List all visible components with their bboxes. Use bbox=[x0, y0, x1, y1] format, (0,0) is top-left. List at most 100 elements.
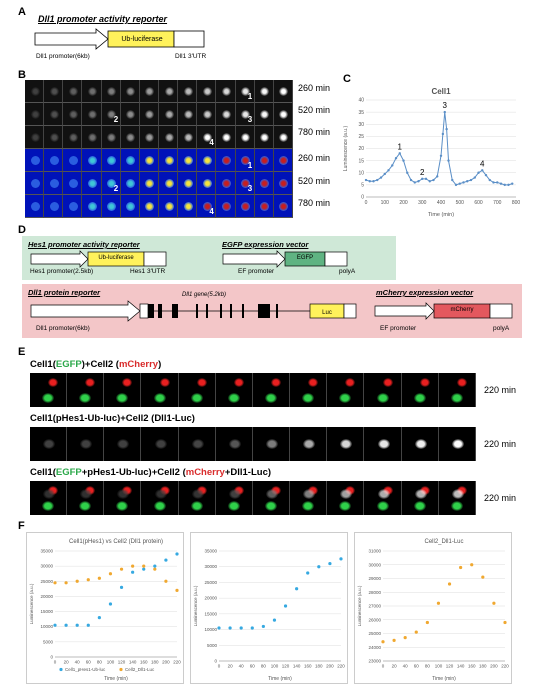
luminescence-cell bbox=[303, 489, 316, 499]
cell1-point bbox=[484, 173, 488, 177]
chart-f2: 0 5000 10000 15000 20000 25000 30000 35000 0 20 40… bbox=[193, 549, 345, 683]
cell-signal bbox=[221, 178, 231, 188]
image-tile bbox=[273, 126, 293, 149]
cell-signal bbox=[164, 155, 174, 165]
y-tick-label: 30000 bbox=[368, 562, 381, 567]
bioluminescence-image-grid: 1 2 3 4 1 2 3 4 bbox=[25, 80, 293, 218]
image-tile bbox=[197, 103, 217, 126]
cell1-point bbox=[376, 178, 379, 182]
egfp-cell bbox=[265, 393, 277, 403]
cell-signal bbox=[221, 109, 231, 119]
luminescence-cell bbox=[228, 439, 241, 449]
cell-signal bbox=[279, 201, 289, 211]
series-point bbox=[142, 564, 146, 568]
cell-signal bbox=[68, 155, 78, 165]
time-frame bbox=[438, 481, 476, 515]
y-tick-label: 15 bbox=[358, 158, 364, 164]
cell-signal bbox=[126, 132, 136, 142]
x-tick-label: 0 bbox=[365, 200, 368, 206]
image-tile bbox=[254, 126, 274, 149]
image-tile bbox=[25, 103, 45, 126]
series-point bbox=[164, 558, 168, 562]
luminescence-cell bbox=[228, 489, 241, 499]
y-tick-label: 15000 bbox=[204, 611, 217, 616]
time-frame bbox=[141, 373, 179, 407]
y-tick-label: 25 bbox=[358, 134, 364, 140]
image-tile bbox=[44, 126, 64, 149]
chart-title: Cell2_Dll1-Luc bbox=[424, 539, 463, 545]
x-tick-label: 500 bbox=[456, 200, 465, 206]
time-frame bbox=[30, 481, 68, 515]
image-tile bbox=[235, 149, 255, 172]
egfp-gene-label: EGFP bbox=[296, 255, 314, 261]
y-tick-label: 5000 bbox=[207, 643, 218, 648]
x-tick-label: 160 bbox=[140, 660, 148, 665]
x-tick-label: 120 bbox=[282, 664, 290, 669]
x-tick-label: 600 bbox=[474, 200, 483, 206]
time-frame bbox=[253, 427, 291, 461]
cell-signal bbox=[87, 132, 97, 142]
cell1-point bbox=[477, 171, 480, 174]
x-axis-label: Time (min) bbox=[432, 676, 456, 682]
series-point bbox=[131, 564, 135, 568]
cell1-point bbox=[391, 164, 394, 167]
cell-signal bbox=[241, 155, 251, 165]
panel-label-f: F bbox=[18, 520, 25, 532]
time-frame bbox=[141, 481, 179, 515]
egfp-cell bbox=[42, 501, 54, 511]
cell-signal bbox=[241, 86, 251, 96]
image-tile bbox=[120, 126, 140, 149]
image-tile bbox=[25, 80, 45, 103]
cell1-point bbox=[383, 172, 386, 176]
x-tick-label: 200 bbox=[326, 664, 334, 669]
image-tile bbox=[159, 149, 179, 172]
image-tile bbox=[101, 149, 121, 172]
time-frame bbox=[104, 373, 142, 407]
mcherry-cell bbox=[122, 378, 133, 387]
x-tick-label: 100 bbox=[271, 664, 279, 669]
cell-signal bbox=[221, 201, 231, 211]
cell1-point bbox=[511, 182, 514, 185]
time-frame bbox=[438, 427, 476, 461]
cell-signal bbox=[221, 155, 231, 165]
legend-marker bbox=[119, 667, 123, 672]
series-point bbox=[381, 640, 385, 644]
x-tick-label: 180 bbox=[315, 664, 323, 669]
cell1-point bbox=[443, 110, 446, 114]
image-tile bbox=[139, 103, 159, 126]
series-point bbox=[283, 604, 288, 608]
dll1-utr-label: Dll1 3'UTR bbox=[175, 53, 207, 60]
cell1-point bbox=[481, 169, 484, 172]
cell1-point bbox=[417, 180, 420, 183]
image-tile bbox=[216, 195, 236, 218]
cell1-point bbox=[379, 176, 383, 179]
cell-signal bbox=[202, 201, 212, 211]
cell-signal bbox=[241, 178, 251, 188]
series-point bbox=[97, 616, 101, 620]
luminescence-cell bbox=[191, 439, 204, 449]
luminescence-cell bbox=[414, 489, 427, 499]
image-tile bbox=[101, 80, 121, 103]
row2-time: 220 min bbox=[484, 439, 517, 449]
hes1-reporter-title: Hes1 promoter activity reporter bbox=[28, 240, 140, 249]
image-tile bbox=[82, 80, 102, 103]
row1-time: 220 min bbox=[484, 385, 517, 395]
cell-signal bbox=[68, 178, 78, 188]
cell-signal bbox=[49, 178, 59, 188]
y-tick-label: 35000 bbox=[204, 549, 217, 554]
time-frame bbox=[290, 481, 328, 515]
y-tick-label: 40 bbox=[358, 98, 364, 104]
image-tile bbox=[273, 149, 293, 172]
series-point bbox=[153, 564, 157, 568]
series-point bbox=[108, 602, 113, 606]
time-frame bbox=[327, 481, 365, 515]
time-frame bbox=[364, 481, 402, 515]
image-tile bbox=[101, 195, 121, 218]
cell-signal bbox=[145, 155, 155, 165]
mcherry-cell bbox=[456, 378, 467, 387]
luminescence-cell bbox=[377, 439, 390, 449]
cell1-point bbox=[451, 178, 454, 182]
egfp-cell bbox=[116, 393, 129, 403]
image-tile bbox=[216, 126, 236, 149]
luminescence-cell bbox=[117, 439, 130, 449]
